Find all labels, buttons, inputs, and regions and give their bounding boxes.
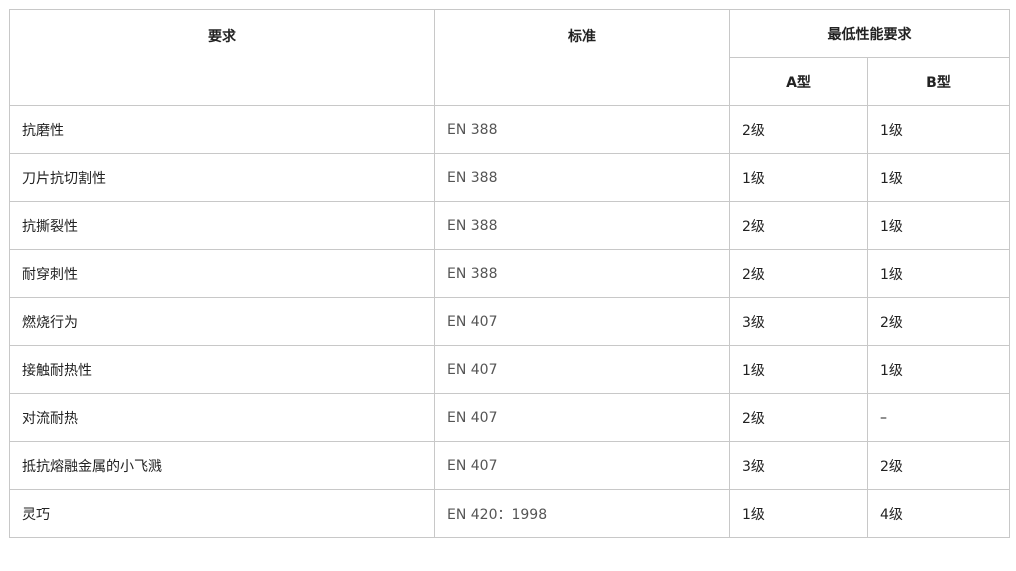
table-row: 对流耐热 EN 407 2级 – bbox=[9, 393, 1010, 442]
cell-requirement: 抗磨性 bbox=[9, 105, 435, 154]
cell-requirement: 抗撕裂性 bbox=[9, 201, 435, 250]
cell-type-b: – bbox=[867, 393, 1010, 442]
cell-standard: EN 407 bbox=[434, 345, 730, 394]
table-row: 抵抗熔融金属的小飞溅 EN 407 3级 2级 bbox=[9, 441, 1010, 490]
cell-type-a: 1级 bbox=[729, 489, 868, 538]
cell-type-b: 1级 bbox=[867, 105, 1010, 154]
cell-type-b: 4级 bbox=[867, 489, 1010, 538]
cell-requirement: 接触耐热性 bbox=[9, 345, 435, 394]
cell-type-a: 2级 bbox=[729, 105, 868, 154]
cell-requirement: 耐穿刺性 bbox=[9, 249, 435, 298]
cell-type-a: 2级 bbox=[729, 249, 868, 298]
cell-requirement: 对流耐热 bbox=[9, 393, 435, 442]
cell-requirement: 抵抗熔融金属的小飞溅 bbox=[9, 441, 435, 490]
table-row: 接触耐热性 EN 407 1级 1级 bbox=[9, 345, 1010, 394]
header-subrow: A型 B型 bbox=[10, 57, 1010, 106]
cell-standard: EN 388 bbox=[434, 153, 730, 202]
cell-standard: EN 388 bbox=[434, 105, 730, 154]
cell-requirement: 灵巧 bbox=[9, 489, 435, 538]
cell-type-b: 2级 bbox=[867, 297, 1010, 346]
cell-requirement: 刀片抗切割性 bbox=[9, 153, 435, 202]
cell-standard: EN 420：1998 bbox=[434, 489, 730, 538]
cell-type-a: 2级 bbox=[729, 393, 868, 442]
header-row: 要求 标准 最低性能要求 bbox=[9, 9, 1010, 106]
table-row: 燃烧行为 EN 407 3级 2级 bbox=[9, 297, 1010, 346]
header-min-performance: 最低性能要求 bbox=[729, 9, 1010, 58]
cell-type-a: 1级 bbox=[729, 345, 868, 394]
cell-requirement: 燃烧行为 bbox=[9, 297, 435, 346]
cell-type-a: 1级 bbox=[729, 153, 868, 202]
cell-standard: EN 388 bbox=[434, 249, 730, 298]
cell-type-b: 1级 bbox=[867, 201, 1010, 250]
cell-type-a: 2级 bbox=[729, 201, 868, 250]
cell-standard: EN 407 bbox=[434, 441, 730, 490]
header-type-b: B型 bbox=[867, 57, 1010, 106]
table-row: 耐穿刺性 EN 388 2级 1级 bbox=[9, 249, 1010, 298]
cell-type-b: 1级 bbox=[867, 249, 1010, 298]
header-standard: 标准 bbox=[434, 9, 730, 106]
table-row: 抗撕裂性 EN 388 2级 1级 bbox=[9, 201, 1010, 250]
cell-standard: EN 407 bbox=[434, 297, 730, 346]
cell-type-b: 2级 bbox=[867, 441, 1010, 490]
table-row: 刀片抗切割性 EN 388 1级 1级 bbox=[9, 153, 1010, 202]
cell-type-a: 3级 bbox=[729, 297, 868, 346]
requirements-table: 要求 标准 最低性能要求 A型 B型 抗磨性 EN 388 2级 1级 刀片抗切割性 EN… bbox=[9, 9, 1010, 538]
cell-type-b: 1级 bbox=[867, 345, 1010, 394]
table-row: 抗磨性 EN 388 2级 1级 bbox=[9, 105, 1010, 154]
cell-type-b: 1级 bbox=[867, 153, 1010, 202]
cell-standard: EN 388 bbox=[434, 201, 730, 250]
cell-standard: EN 407 bbox=[434, 393, 730, 442]
header-requirement: 要求 bbox=[9, 9, 435, 106]
header-type-a: A型 bbox=[729, 57, 868, 106]
table-row: 灵巧 EN 420：1998 1级 4级 bbox=[9, 489, 1010, 538]
cell-type-a: 3级 bbox=[729, 441, 868, 490]
